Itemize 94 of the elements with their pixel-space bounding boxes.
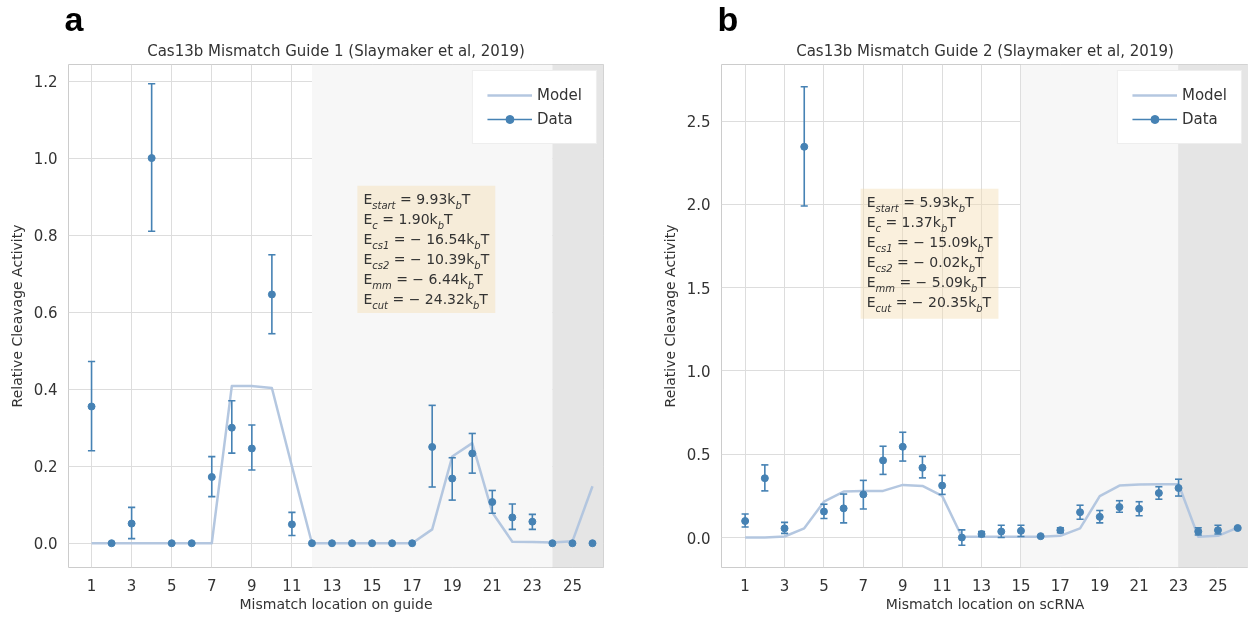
point: [800, 142, 809, 151]
x-tick-label: 25: [562, 576, 582, 595]
point: [588, 539, 597, 548]
point: [879, 456, 888, 465]
y-tick-label: 0.4: [33, 381, 58, 400]
point: [187, 539, 196, 548]
y-axis-title: Relative Cleavage Activity: [661, 224, 678, 408]
x-axis-title: Mismatch location on scRNA: [885, 595, 1085, 612]
x-tick-label: 23: [1169, 576, 1189, 595]
point: [568, 539, 577, 548]
point: [207, 473, 216, 481]
x-tick-label: 25: [1208, 576, 1228, 595]
y-tick-label: 0.2: [33, 458, 58, 477]
legend-label: Model: [1181, 86, 1227, 104]
point: [918, 463, 927, 472]
x-tick-label: 9: [897, 576, 908, 595]
point: [287, 520, 296, 529]
text: a: [64, 0, 85, 38]
point: [1076, 508, 1085, 517]
x-tick-label: 19: [1090, 576, 1110, 595]
point: [898, 442, 907, 451]
y-tick-label: 0.5: [686, 446, 711, 465]
point: [1174, 484, 1183, 493]
x-tick-label: 11: [932, 576, 952, 595]
point: [247, 444, 256, 453]
point: [348, 539, 357, 548]
point: [107, 539, 116, 548]
legend-label: Model: [536, 86, 582, 104]
point: [839, 504, 848, 513]
x-tick-label: 3: [779, 576, 790, 595]
text: b: [717, 0, 739, 38]
x-axis-title: Mismatch location on guide: [239, 595, 433, 612]
y-axis-title: Relative Cleavage Activity: [8, 224, 25, 408]
point: [1135, 504, 1144, 513]
point: [127, 519, 136, 528]
point: [741, 517, 750, 526]
y-tick-label: 1.5: [686, 279, 711, 298]
point: [327, 539, 336, 548]
point: [1154, 489, 1163, 498]
x-tick-label: 13: [322, 576, 342, 595]
point: [957, 533, 966, 542]
x-tick-label: 17: [402, 576, 422, 595]
y-tick-label: 0.8: [33, 227, 58, 246]
point: [548, 539, 557, 548]
legend-label: Data: [1181, 110, 1218, 128]
x-tick-label: 13: [972, 576, 992, 595]
x-tick-label: 21: [1129, 576, 1149, 595]
x-tick-label: 5: [166, 576, 177, 595]
y-tick-label: 1.2: [33, 73, 58, 92]
point: [307, 539, 316, 548]
point: [267, 290, 276, 299]
point: [508, 513, 517, 522]
x-tick-label: 3: [126, 576, 137, 595]
x-tick-label: 9: [247, 576, 257, 595]
x-tick-label: 11: [282, 576, 302, 595]
y-tick-label: 2.5: [686, 113, 711, 132]
y-tick-label: 0.0: [33, 535, 58, 554]
chart-title: Cas13b Mismatch Guide 2 (Slaymaker et al, 2019): [796, 41, 1174, 60]
point: [1115, 503, 1124, 512]
x-tick-label: 5: [819, 576, 829, 595]
point: [388, 539, 397, 548]
x-tick-label: 17: [1050, 576, 1070, 595]
point: [428, 442, 437, 451]
y-tick-label: 0.0: [686, 529, 711, 548]
legend-label: Data: [536, 110, 573, 128]
point: [468, 449, 477, 458]
y-tick-label: 2.0: [686, 196, 711, 215]
x-tick-label: 7: [858, 576, 869, 595]
point: [488, 498, 497, 507]
point: [819, 507, 828, 516]
x-tick-label: 15: [1011, 576, 1031, 595]
point: [1036, 532, 1045, 541]
point: [87, 402, 96, 411]
point: [227, 423, 236, 432]
chart-title: Cas13b Mismatch Guide 1 (Slaymaker et al, 2019): [147, 41, 525, 60]
x-tick-label: 15: [362, 576, 382, 595]
x-tick-label: 23: [522, 576, 542, 595]
point: [528, 517, 537, 526]
x-tick-label: 1: [740, 576, 750, 595]
point: [147, 154, 156, 163]
x-tick-label: 19: [442, 576, 462, 595]
point: [859, 490, 868, 499]
point: [448, 474, 457, 483]
y-tick-label: 1.0: [686, 362, 711, 381]
point: [760, 474, 769, 483]
x-tick-label: 21: [482, 576, 502, 595]
point: [408, 539, 417, 548]
y-tick-label: 0.6: [33, 304, 58, 323]
point: [368, 539, 377, 548]
y-tick-label: 1.0: [33, 150, 58, 169]
point: [938, 481, 947, 490]
x-tick-label: 1: [86, 576, 97, 595]
point: [167, 539, 176, 548]
x-tick-label: 7: [207, 576, 217, 595]
